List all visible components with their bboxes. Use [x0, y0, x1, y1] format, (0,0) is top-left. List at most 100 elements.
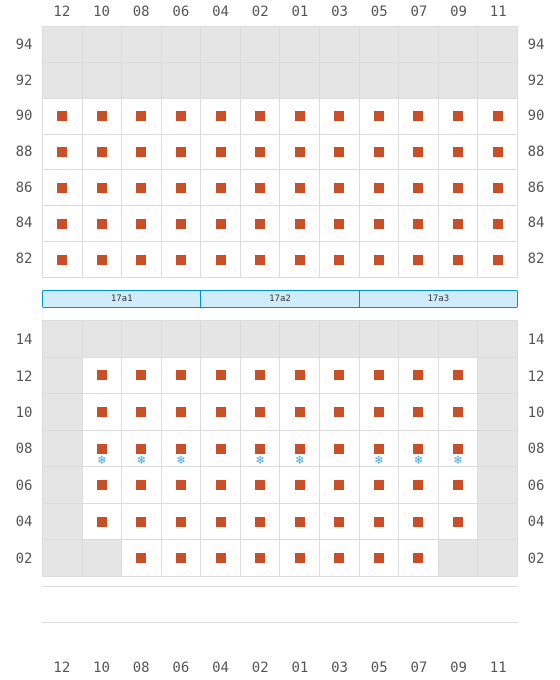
seat[interactable] [161, 169, 201, 205]
seat[interactable] [359, 241, 399, 277]
seat[interactable] [438, 241, 478, 277]
seat[interactable] [121, 539, 161, 576]
seat[interactable]: ❄ [121, 430, 161, 467]
seat[interactable] [200, 241, 240, 277]
seat[interactable] [279, 539, 319, 576]
seat[interactable]: ❄ [438, 430, 478, 467]
seat[interactable] [121, 393, 161, 430]
seat[interactable] [161, 205, 201, 241]
seat[interactable] [82, 393, 122, 430]
seat[interactable] [279, 205, 319, 241]
seat[interactable] [200, 466, 240, 503]
seat[interactable] [161, 393, 201, 430]
seat[interactable] [477, 134, 518, 170]
seat[interactable] [121, 134, 161, 170]
seat[interactable] [279, 169, 319, 205]
seat[interactable] [477, 169, 518, 205]
seat[interactable] [200, 357, 240, 394]
seat[interactable] [398, 539, 438, 576]
seat[interactable] [240, 169, 280, 205]
seat[interactable] [359, 466, 399, 503]
seat[interactable] [161, 503, 201, 540]
seat[interactable] [319, 169, 359, 205]
seat[interactable] [319, 98, 359, 134]
seat[interactable] [240, 466, 280, 503]
seat[interactable] [200, 503, 240, 540]
seat[interactable] [240, 205, 280, 241]
seat[interactable] [121, 466, 161, 503]
seat[interactable] [398, 98, 438, 134]
seat[interactable] [477, 241, 518, 277]
seat[interactable] [161, 357, 201, 394]
seat[interactable] [398, 169, 438, 205]
seat[interactable] [319, 466, 359, 503]
seat[interactable] [477, 98, 518, 134]
seat[interactable] [319, 430, 359, 467]
seat[interactable] [438, 393, 478, 430]
seat[interactable] [121, 205, 161, 241]
seat[interactable] [438, 357, 478, 394]
seat[interactable] [240, 503, 280, 540]
seat[interactable] [438, 98, 478, 134]
seat[interactable] [240, 241, 280, 277]
seat[interactable]: ❄ [82, 430, 122, 467]
seat[interactable]: ❄ [161, 430, 201, 467]
seat[interactable] [42, 98, 82, 134]
seat[interactable] [319, 539, 359, 576]
seat[interactable] [240, 539, 280, 576]
seat[interactable] [42, 205, 82, 241]
seat[interactable] [200, 169, 240, 205]
seat[interactable] [161, 241, 201, 277]
seat[interactable] [121, 169, 161, 205]
seat[interactable] [398, 466, 438, 503]
seat[interactable] [279, 393, 319, 430]
seat[interactable] [200, 539, 240, 576]
seat[interactable] [359, 503, 399, 540]
seat[interactable] [82, 134, 122, 170]
seat[interactable] [200, 393, 240, 430]
seat[interactable] [359, 539, 399, 576]
seat[interactable] [319, 393, 359, 430]
seat[interactable] [200, 98, 240, 134]
seat[interactable] [42, 134, 82, 170]
seat[interactable] [82, 241, 122, 277]
seat[interactable] [200, 134, 240, 170]
seat[interactable] [438, 169, 478, 205]
seat[interactable] [200, 205, 240, 241]
seat[interactable] [121, 503, 161, 540]
seat[interactable] [319, 134, 359, 170]
seat[interactable] [438, 205, 478, 241]
seat[interactable] [121, 357, 161, 394]
seat[interactable] [398, 393, 438, 430]
seat[interactable] [240, 357, 280, 394]
seat[interactable] [359, 205, 399, 241]
seat[interactable] [398, 503, 438, 540]
seat[interactable]: ❄ [398, 430, 438, 467]
seat[interactable]: ❄ [240, 430, 280, 467]
seat[interactable] [398, 357, 438, 394]
seat[interactable] [279, 98, 319, 134]
seat[interactable] [240, 393, 280, 430]
seat[interactable] [319, 241, 359, 277]
seat[interactable] [398, 241, 438, 277]
seat[interactable] [42, 241, 82, 277]
seat[interactable] [279, 357, 319, 394]
seat[interactable] [438, 503, 478, 540]
seat[interactable] [359, 169, 399, 205]
seat[interactable] [240, 134, 280, 170]
seat[interactable]: ❄ [279, 430, 319, 467]
seat[interactable] [398, 134, 438, 170]
seat[interactable] [359, 134, 399, 170]
seat[interactable] [240, 98, 280, 134]
seat[interactable] [279, 241, 319, 277]
seat[interactable]: ❄ [359, 430, 399, 467]
seat[interactable] [319, 205, 359, 241]
seat[interactable] [121, 241, 161, 277]
seat[interactable] [359, 98, 399, 134]
seat[interactable] [82, 169, 122, 205]
seat[interactable] [161, 134, 201, 170]
seat[interactable] [279, 134, 319, 170]
seat[interactable] [161, 539, 201, 576]
seat[interactable] [82, 357, 122, 394]
seat[interactable] [42, 169, 82, 205]
